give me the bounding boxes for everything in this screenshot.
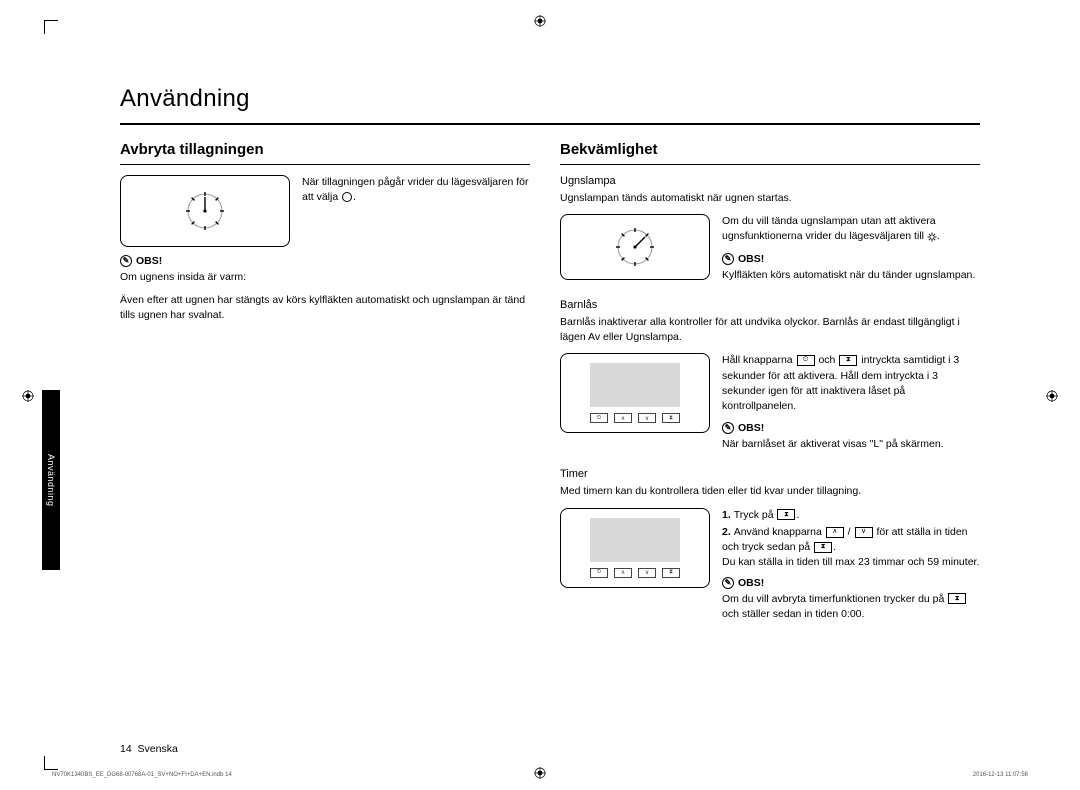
heading-bekvamlighet: Bekvämlighet [560, 141, 980, 158]
note-line2: Även efter att ugnen har stängts av körs… [120, 293, 530, 323]
note-label-left: OBS! [136, 255, 162, 267]
s2-label: Använd knapparna [734, 526, 825, 538]
hourglass-icon: ⧗ [839, 355, 857, 366]
up-button-icon: ∧ [614, 413, 632, 423]
display-screen [590, 518, 680, 562]
note-heading-timer: ✎ OBS! [722, 577, 980, 589]
tn-pre: Om du vill avbryta timerfunktionen tryck… [722, 593, 947, 605]
timer-note-body: Om du vill avbryta timerfunktionen tryck… [722, 592, 980, 622]
section-tab-label: Användning [46, 454, 56, 507]
note-label-timer: OBS! [738, 577, 764, 589]
note-icon: ✎ [722, 422, 734, 434]
note-line1: Om ugnens insida är varm: [120, 270, 530, 285]
down-icon: ∨ [855, 527, 873, 538]
timer-step-1: 1. Tryck på ⧗. [722, 508, 980, 523]
registration-mark-bottom [534, 766, 546, 778]
button-row: ⏲ ∧ ∨ ⧗ [590, 413, 680, 423]
down-button-icon: ∨ [638, 568, 656, 578]
crop-mark-tl [44, 20, 58, 34]
section-tab: Användning [42, 390, 60, 570]
subheading-lamp: Ugnslampa [560, 175, 980, 187]
registration-mark-top [534, 14, 546, 26]
dial-icon-lamp [612, 224, 658, 270]
childlock-intro: Barnlås inaktiverar alla kontroller för … [560, 315, 980, 345]
childlock-body-block: Håll knapparna ⏲ och ⧗ intryckta samtidi… [722, 353, 980, 460]
note-icon: ✎ [722, 577, 734, 589]
title-rule [120, 123, 980, 125]
up-icon: ∧ [826, 527, 844, 538]
lamp-note-body: Kylfläkten körs automatiskt när du tände… [722, 268, 980, 283]
intro-pre: När tillagningen pågår vrider du lägesvä… [302, 176, 528, 203]
cl-pre: Håll knapparna [722, 354, 796, 366]
page-footer: 14 Svenska [120, 743, 178, 755]
registration-mark-right [1046, 389, 1058, 401]
display-diagram-timer: ⏲ ∧ ∨ ⧗ [560, 508, 710, 588]
heading-avbryta: Avbryta tillagningen [120, 141, 530, 158]
page-language: Svenska [138, 743, 178, 755]
column-left: Avbryta tillagningen [120, 141, 530, 638]
timer-step-2: 2. Använd knapparna ∧ / ∨ för att ställa… [722, 525, 980, 571]
s2-num: 2. [722, 526, 734, 538]
note-heading-childlock: ✎ OBS! [722, 422, 980, 434]
hourglass-button-icon: ⧗ [662, 568, 680, 578]
column-right: Bekvämlighet Ugnslampa Ugnslampan tänds … [560, 141, 980, 638]
heading-rule-right [560, 164, 980, 165]
crop-mark-bl [44, 756, 58, 770]
cl-mid: och [816, 354, 839, 366]
note-heading-left: ✎ OBS! [120, 255, 530, 267]
lamp-body-pre: Om du vill tända ugnslampan utan att akt… [722, 215, 936, 242]
hourglass-icon: ⧗ [948, 593, 966, 604]
note-label-childlock: OBS! [738, 422, 764, 434]
subheading-timer: Timer [560, 468, 980, 480]
lamp-body-post: . [937, 230, 940, 242]
lamp-body-block: Om du vill tända ugnslampan utan att akt… [722, 214, 980, 291]
lamp-intro: Ugnslampan tänds automatiskt när ugnen s… [560, 191, 980, 206]
hourglass-icon: ⧗ [777, 509, 795, 520]
s2-mid: / [845, 526, 854, 538]
up-button-icon: ∧ [614, 568, 632, 578]
footnote-left: NV70K1340BS_EE_DG68-00768A-01_SV+NO+FI+D… [52, 772, 232, 778]
registration-mark-left [22, 389, 34, 401]
display-screen [590, 363, 680, 407]
s1-label: Tryck på [734, 509, 777, 521]
hourglass-button-icon: ⧗ [662, 413, 680, 423]
note-icon: ✎ [722, 253, 734, 265]
lamp-body: Om du vill tända ugnslampan utan att akt… [722, 214, 980, 244]
hourglass-icon: ⧗ [814, 542, 832, 553]
tn-post: och ställer sedan in tiden 0:00. [722, 608, 864, 620]
s1-num: 1. [722, 509, 734, 521]
note-heading-lamp: ✎ OBS! [722, 253, 980, 265]
footnote-right: 2016-12-13 11:07:56 [973, 772, 1028, 778]
display-diagram-childlock: ⏲ ∧ ∨ ⧗ [560, 353, 710, 433]
clock-button-icon: ⏲ [590, 413, 608, 423]
s2-post: . [833, 541, 836, 553]
lamp-icon [927, 232, 937, 242]
timer-intro: Med timern kan du kontrollera tiden elle… [560, 484, 980, 499]
off-icon [342, 192, 352, 202]
clock-button-icon: ⏲ [590, 568, 608, 578]
dial-icon [182, 188, 228, 234]
button-row: ⏲ ∧ ∨ ⧗ [590, 568, 680, 578]
page-content: Användning Avbryta tillagningen [120, 85, 980, 638]
down-button-icon: ∨ [638, 413, 656, 423]
page-title: Användning [120, 85, 980, 113]
childlock-body: Håll knapparna ⏲ och ⧗ intryckta samtidi… [722, 353, 980, 414]
page-number: 14 [120, 743, 132, 755]
timer-steps: 1. Tryck på ⧗. 2. Använd knapparna ∧ / ∨… [722, 508, 980, 571]
s2-extra: Du kan ställa in tiden till max 23 timma… [722, 556, 979, 568]
heading-rule-left [120, 164, 530, 165]
s1-post: . [796, 509, 799, 521]
timer-body-block: 1. Tryck på ⧗. 2. Använd knapparna ∧ / ∨… [722, 508, 980, 630]
note-icon: ✎ [120, 255, 132, 267]
subheading-childlock: Barnlås [560, 299, 980, 311]
childlock-note-body: När barnlåset är aktiverat visas "L" på … [722, 437, 980, 452]
dial-diagram-off [120, 175, 290, 247]
note-label-lamp: OBS! [738, 253, 764, 265]
clock-icon: ⏲ [797, 355, 815, 366]
intro-text-left: När tillagningen pågår vrider du lägesvä… [302, 175, 530, 205]
intro-post: . [353, 191, 356, 203]
dial-diagram-lamp [560, 214, 710, 280]
